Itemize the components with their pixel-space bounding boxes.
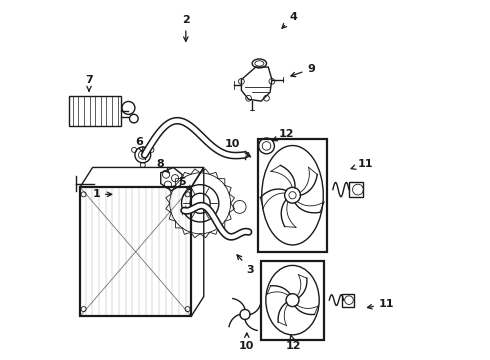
Text: 5: 5 [178, 177, 192, 190]
Text: 11: 11 [351, 159, 373, 169]
Bar [69, 96, 122, 126]
Bar [261, 261, 324, 339]
Text: 7: 7 [85, 75, 93, 91]
Text: 11: 11 [368, 299, 394, 309]
Text: 12: 12 [272, 129, 294, 141]
Bar [258, 139, 327, 252]
Text: 12: 12 [286, 335, 301, 351]
Text: 10: 10 [225, 139, 250, 157]
Text: 4: 4 [282, 12, 297, 28]
Text: 3: 3 [237, 255, 254, 275]
Text: 6: 6 [135, 138, 143, 153]
Text: 9: 9 [291, 64, 315, 77]
Text: 1: 1 [92, 189, 112, 199]
Text: 10: 10 [239, 333, 254, 351]
Text: 2: 2 [182, 15, 190, 41]
Bar [342, 294, 354, 307]
Bar [349, 183, 364, 197]
Text: 8: 8 [157, 159, 170, 173]
